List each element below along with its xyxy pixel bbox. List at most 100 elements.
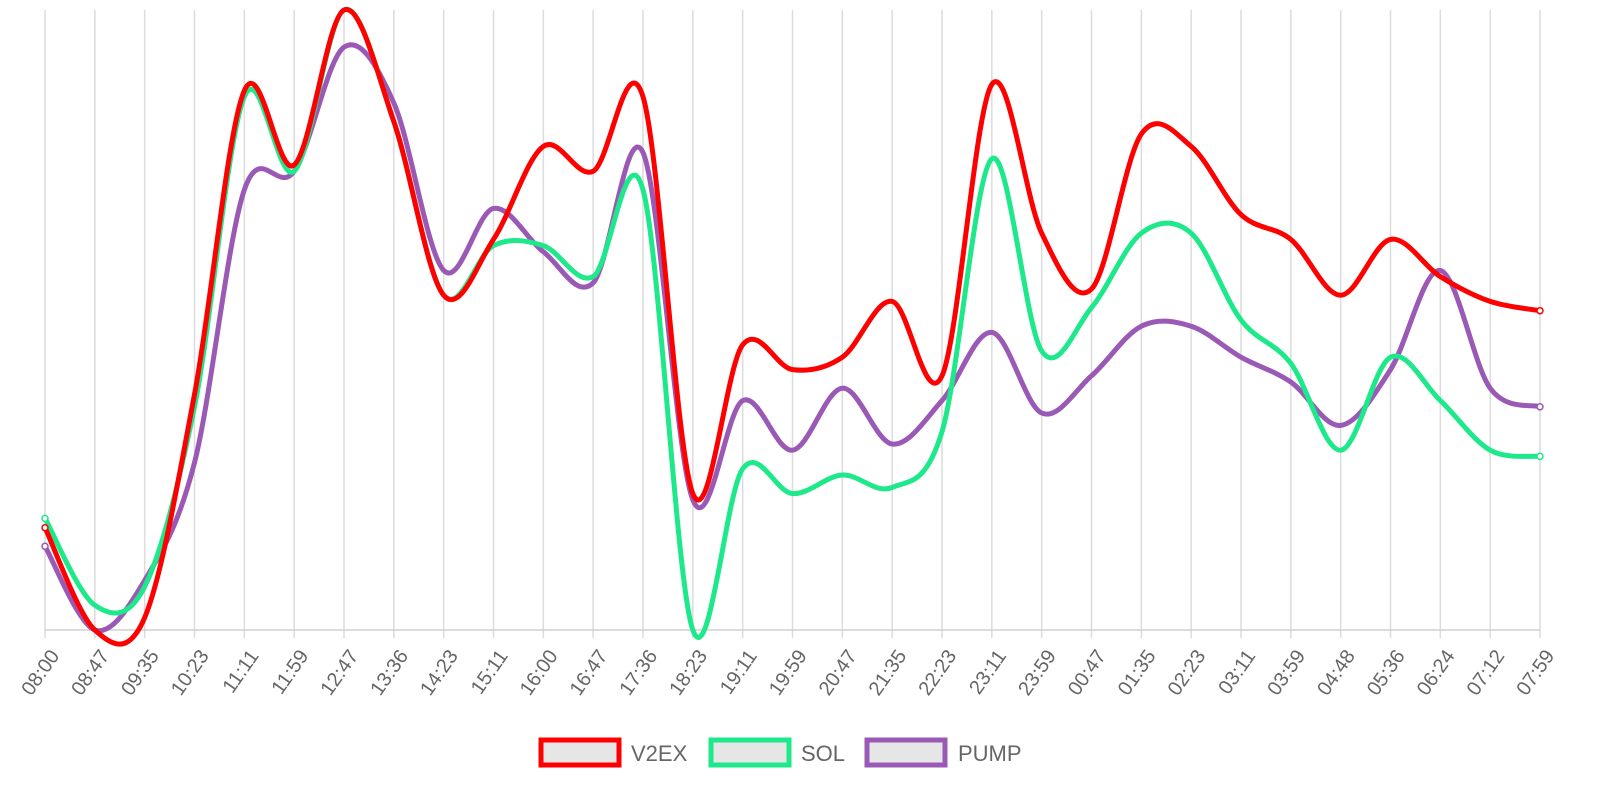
- x-tick-label: 19:11: [716, 646, 762, 698]
- x-tick-label: 07:59: [1512, 646, 1559, 700]
- x-tick-label: 23:11: [965, 646, 1011, 698]
- data-point: [890, 299, 895, 304]
- data-point: [541, 144, 546, 149]
- legend-swatch: [538, 737, 622, 768]
- data-point: [1488, 448, 1493, 453]
- data-point: [641, 187, 645, 192]
- data-point: [1388, 355, 1393, 360]
- data-point: [541, 249, 546, 254]
- data-point: [292, 169, 297, 174]
- series-line-pump: [42, 42, 1543, 634]
- x-tick-label: 11:59: [268, 646, 314, 698]
- legend-swatch: [708, 737, 792, 768]
- x-axis-ticks: 08:00 08:47 09:35 10:23 11:11 11:59 12:47 13:36…: [17, 646, 1559, 700]
- data-point: [1139, 132, 1144, 136]
- data-point: [1139, 324, 1144, 329]
- data-point: [591, 274, 596, 279]
- x-tick-label: 06:24: [1413, 646, 1460, 700]
- data-point: [1089, 305, 1094, 310]
- x-tick-label: 07:12: [1463, 646, 1510, 700]
- data-point: [292, 163, 297, 167]
- data-point: [591, 169, 596, 174]
- data-point: [890, 485, 895, 490]
- x-tick-label: 14:23: [416, 646, 463, 700]
- data-point: [491, 237, 496, 242]
- data-point: [441, 268, 446, 273]
- x-tick-label: 12:47: [316, 646, 363, 700]
- data-point: [1488, 386, 1493, 391]
- data-point: [1239, 355, 1243, 360]
- series-lines: [41, 7, 1544, 647]
- data-point: [840, 386, 845, 391]
- x-tick-label: 16:00: [516, 646, 563, 700]
- data-point: [840, 355, 845, 360]
- x-tick-label: 17:36: [615, 646, 662, 700]
- series-pump: [41, 42, 1544, 634]
- data-point: [1338, 423, 1343, 428]
- x-tick-label: 10:23: [167, 646, 214, 700]
- legend-swatch: [864, 737, 948, 768]
- data-point: [1089, 373, 1094, 378]
- data-point: [1039, 349, 1044, 353]
- data-point: [92, 628, 97, 632]
- legend-item-sol[interactable]: SOL: [708, 737, 845, 768]
- data-point: [740, 342, 745, 347]
- data-point: [1388, 367, 1393, 372]
- data-point: [1536, 452, 1544, 461]
- x-tick-label: 22:23: [914, 646, 961, 700]
- x-tick-label: 00:47: [1064, 646, 1111, 700]
- data-point: [1338, 293, 1343, 298]
- grid: [44, 10, 1541, 638]
- data-point: [1388, 237, 1393, 242]
- data-point: [989, 156, 994, 161]
- series-line-v2ex: [42, 7, 1543, 647]
- x-tick-label: 23:59: [1014, 646, 1061, 700]
- data-point: [591, 280, 596, 285]
- data-point: [940, 429, 944, 434]
- data-point: [242, 88, 247, 93]
- data-point: [41, 514, 49, 523]
- series-v2ex: [41, 7, 1544, 647]
- data-point: [192, 392, 197, 397]
- x-tick-label: 05:36: [1363, 646, 1410, 700]
- legend-item-v2ex[interactable]: V2EX: [538, 737, 688, 768]
- x-tick-label: 21:35: [865, 646, 912, 700]
- data-point: [41, 542, 49, 551]
- data-point: [1438, 274, 1443, 279]
- x-tick-label: 03:11: [1214, 646, 1260, 698]
- x-tick-label: 09:35: [117, 646, 164, 700]
- data-point: [1189, 144, 1194, 149]
- data-point: [391, 119, 396, 124]
- data-point: [391, 101, 396, 105]
- data-point: [1189, 231, 1194, 236]
- data-point: [940, 398, 944, 403]
- data-point: [641, 94, 645, 99]
- x-tick-label: 04:48: [1313, 646, 1360, 700]
- x-tick-label: 02:23: [1164, 646, 1211, 700]
- data-point: [1338, 448, 1343, 453]
- data-point: [989, 330, 994, 335]
- data-point: [342, 45, 346, 50]
- data-point: [1239, 318, 1243, 322]
- data-point: [142, 615, 147, 620]
- data-point: [740, 398, 745, 403]
- data-point: [92, 603, 97, 608]
- data-point: [840, 473, 845, 477]
- legend-label: PUMP: [958, 741, 1022, 766]
- data-point: [1139, 231, 1144, 236]
- legend-item-pump[interactable]: PUMP: [864, 737, 1022, 768]
- legend-label: V2EX: [631, 741, 688, 766]
- data-point: [1536, 403, 1544, 411]
- data-point: [790, 491, 795, 496]
- legend[interactable]: V2EX SOL PUMP: [538, 737, 1022, 768]
- x-tick-label: 11:11: [219, 646, 264, 697]
- data-point: [740, 466, 745, 471]
- data-point: [1438, 268, 1443, 273]
- data-point: [541, 243, 546, 248]
- x-tick-label: 19:59: [765, 646, 812, 700]
- data-point: [1089, 287, 1094, 291]
- x-tick-label: 03:59: [1263, 646, 1310, 700]
- x-tick-label: 16:47: [566, 646, 613, 700]
- data-point: [1039, 411, 1044, 415]
- legend-label: SOL: [801, 741, 845, 766]
